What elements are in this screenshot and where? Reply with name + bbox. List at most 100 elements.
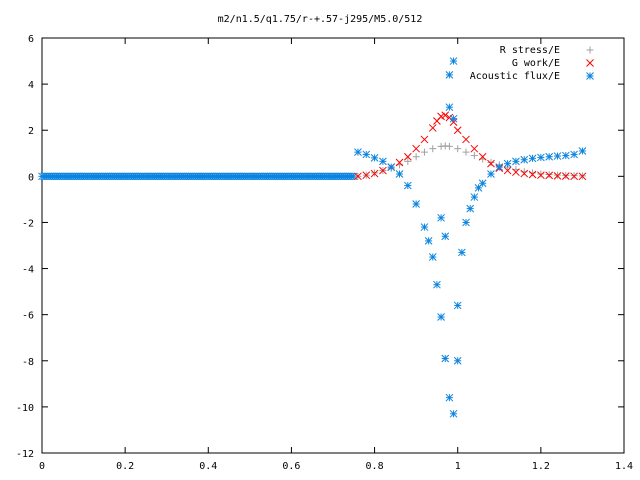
data-point [370, 169, 379, 178]
legend-label: Acoustic flux/E [470, 71, 560, 82]
data-point [379, 157, 387, 166]
data-point [449, 114, 458, 123]
x-tick-label: 0 [39, 461, 45, 472]
data-point [420, 223, 429, 231]
y-axis: 6 4 2 0 -2 -4 -6 -8 -10 -12 [16, 34, 624, 460]
data-point [453, 301, 462, 310]
y-tick-label: -8 [22, 357, 34, 368]
data-point [478, 152, 487, 161]
y-tick-label: -4 [22, 265, 34, 276]
data-point [503, 159, 512, 168]
data-point [495, 163, 504, 171]
legend-marker [586, 59, 594, 67]
data-point [462, 148, 470, 156]
y-tick-label: 0 [28, 172, 34, 183]
data-point [403, 181, 412, 190]
data-point [449, 409, 458, 418]
data-point [387, 163, 396, 171]
data-point [370, 154, 379, 162]
x-tick-label: 1.2 [532, 461, 550, 472]
data-point [458, 248, 466, 257]
data-point [428, 124, 437, 132]
data-point [437, 213, 445, 222]
data-point [478, 179, 487, 188]
y-tick-label: 6 [28, 34, 34, 45]
data-point [462, 135, 470, 144]
series-2 [354, 57, 587, 418]
data-point [553, 172, 562, 180]
data-point [362, 171, 371, 180]
data-point [470, 193, 479, 201]
data-point [561, 151, 570, 160]
x-tick-label: 0.8 [366, 461, 384, 472]
y-tick-label: 2 [28, 126, 34, 137]
y-tick-label: -2 [22, 218, 34, 229]
data-point [453, 356, 462, 365]
data-point [420, 148, 428, 156]
y-tick-label: -12 [16, 449, 34, 460]
data-point [354, 172, 362, 181]
data-point [429, 145, 437, 153]
plot-area [38, 57, 587, 418]
data-point [578, 172, 587, 181]
data-point [528, 170, 537, 179]
data-point [433, 280, 441, 289]
data-point [424, 237, 433, 245]
data-point [520, 169, 529, 178]
y-tick-label: -6 [22, 311, 34, 322]
data-point [470, 144, 479, 153]
data-point [403, 152, 412, 161]
data-point [537, 171, 545, 180]
data-point [395, 158, 404, 167]
legend-label: R stress/E [500, 45, 560, 56]
chart-title: m2/n1.5/q1.75/r-+.57-j295/M5.0/512 [218, 14, 423, 25]
data-point [453, 126, 462, 135]
legend: R stress/E G work/E Acoustic flux/E [470, 45, 594, 82]
data-point [487, 170, 495, 178]
data-point [512, 168, 520, 177]
data-point [441, 354, 450, 363]
data-point [412, 200, 420, 208]
legend-label: G work/E [512, 58, 560, 69]
data-point [520, 155, 529, 164]
data-point [474, 184, 483, 192]
data-point [545, 152, 554, 161]
x-tick-label: 1.4 [615, 461, 633, 472]
data-point [512, 157, 520, 166]
data-point [437, 313, 445, 321]
data-point [395, 170, 404, 178]
data-point [445, 71, 454, 79]
data-point [537, 170, 545, 178]
x-tick-label: 1 [455, 461, 461, 472]
series-0 [354, 142, 586, 180]
data-point [445, 103, 454, 112]
data-point [412, 144, 420, 153]
data-point [441, 232, 450, 241]
data-point [545, 170, 553, 178]
data-point [529, 169, 537, 177]
data-point [487, 159, 495, 168]
data-point [445, 393, 454, 402]
data-point [462, 218, 470, 227]
plot-frame [41, 37, 625, 454]
data-point [545, 171, 554, 180]
x-tick-label: 0.2 [116, 461, 134, 472]
series-1 [354, 111, 587, 181]
legend-marker [586, 46, 594, 54]
data-point [487, 159, 495, 166]
data-point [428, 253, 437, 261]
data-point [404, 157, 412, 165]
x-tick-label: 0.4 [199, 461, 217, 472]
data-point [412, 153, 420, 161]
data-point [470, 152, 478, 160]
y-tick-label: -10 [16, 403, 34, 414]
y-tick-label: 4 [28, 80, 34, 91]
data-point [454, 145, 462, 153]
data-point [449, 57, 458, 65]
data-point [441, 111, 450, 120]
data-point [561, 172, 570, 180]
data-point [503, 166, 512, 175]
series-acoustic-flux-baseline [38, 172, 358, 181]
data-point [578, 147, 587, 155]
